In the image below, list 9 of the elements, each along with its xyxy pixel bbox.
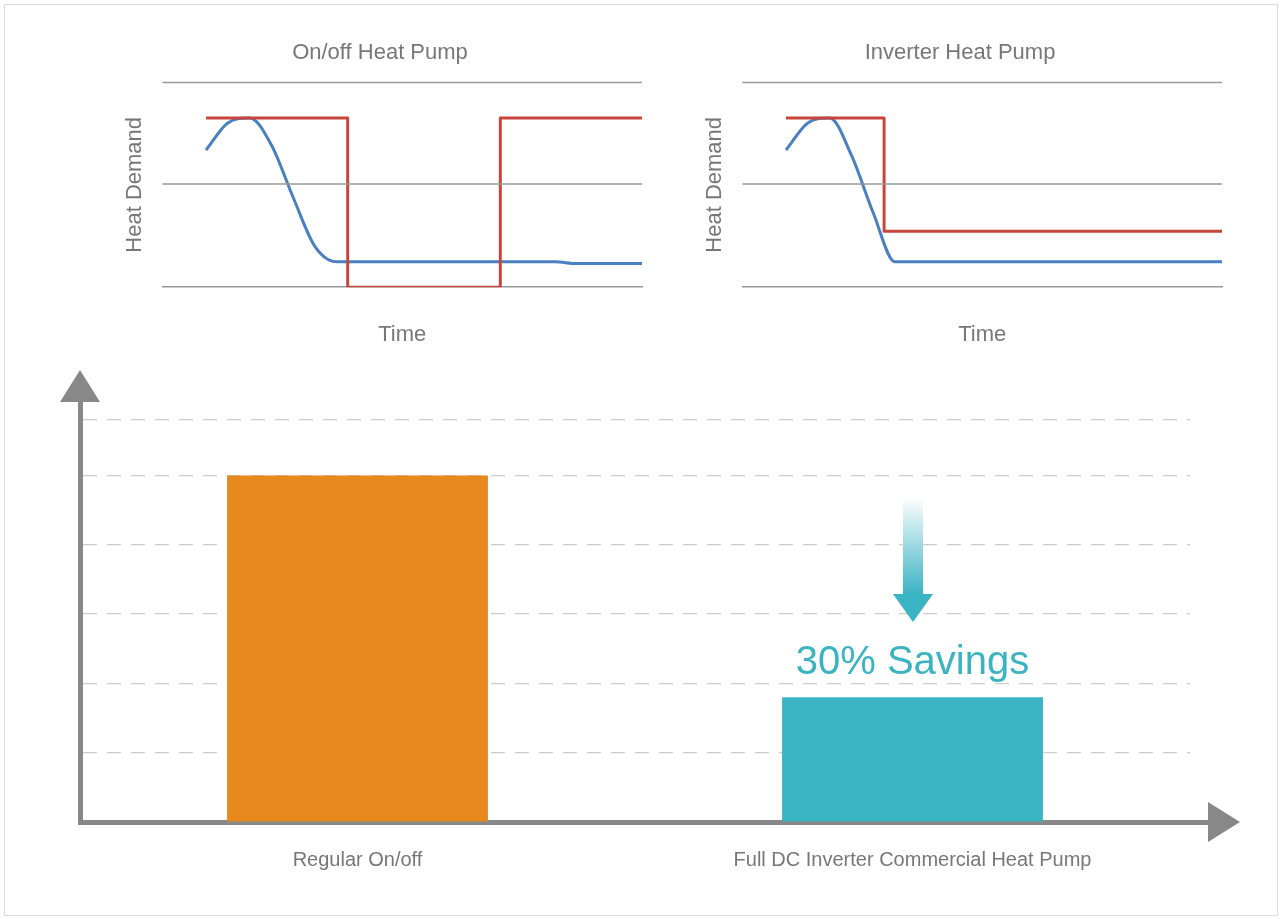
chart-title: Inverter Heat Pump bbox=[864, 39, 1056, 65]
annotation: 30% Savings bbox=[795, 638, 1030, 683]
x-axis-title: Time bbox=[958, 320, 1007, 346]
y-axis-title: Heat Demand bbox=[701, 116, 727, 253]
x-tick-label: Regular On/off bbox=[292, 847, 423, 870]
x-tick-label: Full DC Inverter Commercial Heat Pump bbox=[733, 847, 1092, 870]
y-axis-title: Heat Demand bbox=[121, 116, 147, 253]
chart-title: On/off Heat Pump bbox=[292, 39, 468, 65]
x-axis-title: Time bbox=[378, 320, 427, 346]
